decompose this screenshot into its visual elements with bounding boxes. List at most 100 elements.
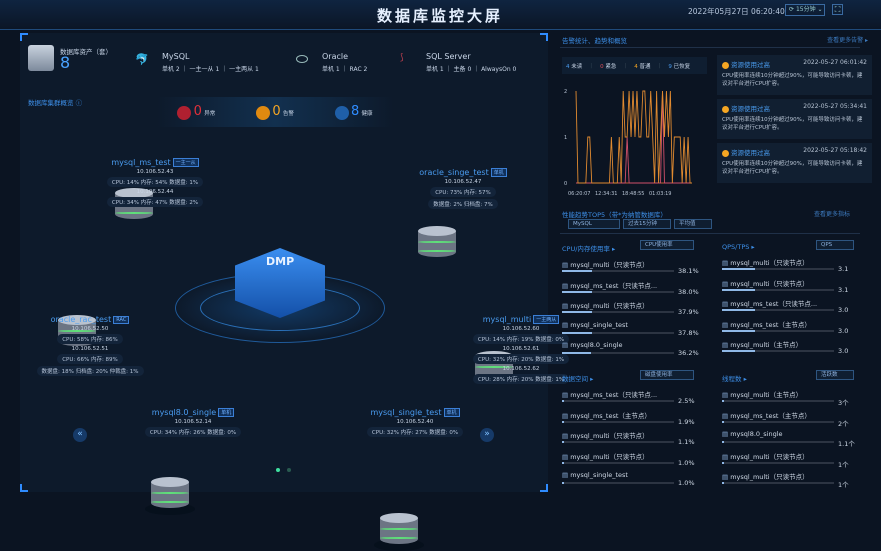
node-name[interactable]: mysql_multi <box>482 315 532 324</box>
db-type-select[interactable]: MySQL <box>568 219 620 229</box>
datetime: 2022年05月27日 06:20:40 <box>688 7 785 16</box>
status-healthy: 8 健康 <box>334 104 373 120</box>
bar-track <box>722 329 834 332</box>
database-icon[interactable] <box>412 226 462 264</box>
panel-title[interactable]: 数据空间 ▸ <box>562 375 594 383</box>
panel-title[interactable]: 线程数 ▸ <box>722 375 747 383</box>
alert-card[interactable]: 资源使用过高 2022-05-27 05:34:41 CPU使用率连续10分钟超过9… <box>717 99 872 139</box>
metric-select[interactable]: 活跃数 <box>816 370 854 380</box>
node-type-tag: 单机 <box>443 408 460 417</box>
row-name: mysql_multi（只读节点） <box>562 300 702 310</box>
warning-dot-icon <box>722 149 729 157</box>
dmp-label: DMP <box>266 255 295 268</box>
node-name[interactable]: oracle_rac_test <box>50 315 112 324</box>
ranking-row[interactable]: mysql_multi（主节点）3.0 <box>722 339 862 360</box>
ranking-row[interactable]: mysql_ms_test（主节点）1.9% <box>562 410 702 431</box>
y-tick: 2 <box>564 89 567 95</box>
cluster-overview-label[interactable]: 数据库集群概览 ⓘ <box>28 99 83 107</box>
corner-decoration <box>20 484 28 492</box>
prev-page-button[interactable]: « <box>73 428 87 442</box>
more-metrics-link[interactable]: 查看更多指标 <box>814 211 851 218</box>
alert-count-3[interactable]: 9 已恢复 <box>668 62 690 70</box>
count-label: 未读 <box>571 63 583 70</box>
panel-title[interactable]: CPU/内存使用率 ▸ <box>562 245 616 253</box>
bar-fill <box>562 420 564 423</box>
count-label: 普通 <box>639 63 651 70</box>
status-warning: 0 告警 <box>256 104 294 120</box>
row-value: 1.1个 <box>838 440 855 448</box>
node-name[interactable]: mysql_single_test <box>370 408 442 417</box>
node-metrics: CPU: 28% 内存: 20% 数据盘: 1% <box>472 374 570 384</box>
page-dot-active[interactable] <box>276 468 280 472</box>
ranking-row[interactable]: mysql_multi（主节点）3个 <box>722 389 862 410</box>
row-value: 3.0 <box>838 347 849 355</box>
alert-counts: 4 未读 | 0 紧急 | 4 普通 | 9 已恢复 <box>562 57 707 74</box>
node-name[interactable]: mysql8.0_single <box>151 408 217 417</box>
alert-count-0[interactable]: 4 未读 <box>566 62 582 70</box>
alert-card[interactable]: 资源使用过高 2022-05-27 06:01:42 CPU使用率连续10分钟超过9… <box>717 55 872 95</box>
ranking-row[interactable]: mysql_multi（只读节点）1个 <box>722 471 862 492</box>
row-value: 37.8% <box>678 328 699 337</box>
page-dot[interactable] <box>287 468 291 472</box>
panel-title[interactable]: QPS/TPS ▸ <box>722 243 755 251</box>
row-value: 1个 <box>838 460 849 469</box>
perf-panel: QPS/TPS ▸QPSmysql_multi（只读节点）3.1mysql_mu… <box>722 240 862 360</box>
node-name[interactable]: mysql_ms_test <box>111 158 171 167</box>
ranking-row[interactable]: mysql_ms_test（主节点）2个 <box>722 410 862 431</box>
row-name: mysql_ms_test（主节点） <box>562 410 702 420</box>
ranking-row[interactable]: mysql_multi（只读节点）3.1 <box>722 257 862 278</box>
aggregation-select[interactable]: 平均值 <box>674 219 712 229</box>
corner-decoration <box>20 33 28 41</box>
metric-select[interactable]: CPU使用率 <box>640 240 694 250</box>
perf-panel: CPU/内存使用率 ▸CPU使用率mysql_multi（只读节点）38.1%m… <box>562 240 702 362</box>
row-value: 37.9% <box>678 308 699 316</box>
mysql-detail: 单机 2 ｜ 一主一从 1 ｜ 一主两从 1 <box>162 66 259 73</box>
ranking-row[interactable]: mysql_ms_test（只读节点...3.0 <box>722 298 862 319</box>
ranking-row[interactable]: mysql_multi（只读节点）38.1% <box>562 259 702 280</box>
ranking-row[interactable]: mysql_multi（只读节点）1.0% <box>562 451 702 472</box>
more-alerts-link[interactable]: 查看更多告警 ▸ <box>827 37 868 44</box>
node-metrics: CPU: 32% 内存: 27% 数据盘: 0% <box>366 427 464 437</box>
alert-count-1[interactable]: 0 紧急 <box>600 62 616 70</box>
header-bar: 数据库监控大屏 2022年05月27日 06:20:40 ⟳ 15分钟 ⌄ ⛶ <box>0 0 881 30</box>
ranking-row[interactable]: mysql_multi（只读节点）1.1% <box>562 430 702 451</box>
ranking-row[interactable]: mysql8.0_single 1.1个 <box>722 430 862 451</box>
ranking-row[interactable]: mysql_multi（只读节点）3.1 <box>722 278 862 299</box>
dolphin-icon: 🐬 <box>135 53 149 66</box>
metric-select[interactable]: 磁盘使用率 <box>640 370 694 380</box>
left-panel: 数据库资产（套） 8 🐬 MySQL 单机 2 ｜ 一主一从 1 ｜ 一主两从 … <box>20 33 570 551</box>
alert-title[interactable]: 资源使用过高 <box>731 149 770 157</box>
alert-title[interactable]: 资源使用过高 <box>731 105 770 113</box>
node-type-tag: RAC <box>113 315 130 324</box>
ranking-row[interactable]: mysql_ms_test（主节点）3.0 <box>722 319 862 340</box>
fullscreen-icon[interactable]: ⛶ <box>832 4 843 15</box>
database-icon[interactable] <box>374 513 424 551</box>
alert-count-2[interactable]: 4 普通 <box>634 62 650 70</box>
right-panel: 告警统计、趋势和概览 查看更多告警 ▸ 4 未读 | 0 紧急 | 4 普通 | 9 已恢复… <box>560 33 872 492</box>
node-metrics: CPU: 34% 内存: 26% 数据盘: 0% <box>144 427 242 437</box>
row-name: mysql_multi（只读节点） <box>562 430 702 440</box>
time-range-select[interactable]: 过去15分钟 <box>623 219 671 229</box>
count-value: 0 <box>600 63 604 70</box>
next-page-button[interactable]: » <box>480 428 494 442</box>
alert-card[interactable]: 资源使用过高 2022-05-27 05:18:42 CPU使用率连续10分钟超过9… <box>717 143 872 183</box>
metric-select[interactable]: QPS <box>816 240 854 250</box>
alert-title[interactable]: 资源使用过高 <box>731 61 770 69</box>
node-ip: 10.106.52.14 <box>174 419 212 425</box>
ranking-row[interactable]: mysql_multi（只读节点）37.9% <box>562 300 702 321</box>
node-type-tag: 单机 <box>218 408 235 417</box>
node-name[interactable]: oracle_singe_test <box>419 168 489 177</box>
node-metrics: CPU: 32% 内存: 20% 数据盘: 1% <box>472 354 570 364</box>
ranking-row[interactable]: mysql_multi（只读节点）1个 <box>722 451 862 472</box>
perf-panel: 数据空间 ▸磁盘使用率mysql_ms_test（只读节点...2.5%mysq… <box>562 370 702 492</box>
refresh-interval-select[interactable]: ⟳ 15分钟 ⌄ <box>785 4 825 16</box>
bar-fill <box>722 482 724 484</box>
ranking-row[interactable]: mysql_ms_test（只读节点...2.5% <box>562 389 702 410</box>
ranking-row[interactable]: mysql_ms_test（只读节点...38.0% <box>562 280 702 301</box>
database-icon[interactable] <box>145 477 195 515</box>
bar-fill <box>722 350 756 352</box>
node-metrics: 数据盘: 2% 归档盘: 7% <box>428 199 498 209</box>
